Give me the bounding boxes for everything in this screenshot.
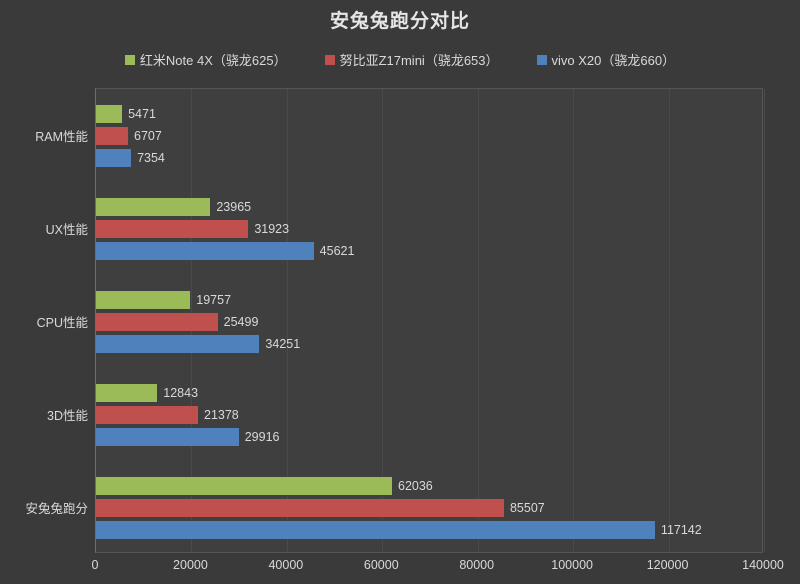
legend-item-label: 红米Note 4X（骁龙625） [139,53,287,68]
bar-row: 6707 [96,126,162,145]
bar[interactable] [96,520,655,539]
chart-title: 安兔兔跑分对比 [329,11,470,32]
legend-swatch-icon [124,54,135,65]
legend-item-label: 努比亚Z17mini（骁龙653） [339,53,499,68]
legend-swatch-icon [324,54,335,65]
bar[interactable] [96,290,191,309]
bar-value-label: 25499 [223,314,259,329]
gridline [764,89,765,552]
bar-value-label: 117142 [660,522,702,537]
bar-value-label: 85507 [509,500,545,515]
gridline [477,89,479,552]
bar-value-label: 31923 [254,221,290,236]
bar[interactable] [96,126,128,145]
legend-swatch-icon [536,54,547,65]
bar-row: 45621 [96,241,355,260]
category-axis: RAM性能 UX性能 CPU性能 3D性能安兔兔跑分 [0,88,88,553]
value-axis: 0 20000 40000 60000 80000 100000 120000 140000 [91,558,784,578]
bar-row: 5471 [96,104,156,123]
bar-row: 31923 [96,219,290,238]
gridline [573,89,575,552]
bar-row: 19757 [96,290,232,309]
category-axis-label: CPU性能 [36,315,88,330]
bar-row: 85507 [96,498,545,517]
bar-value-label: 34251 [265,336,301,351]
legend-item[interactable]: 红米Note 4X（骁龙625） [124,50,287,69]
gridline [382,89,384,552]
bar-row: 25499 [96,312,259,331]
value-axis-tick-label: 120000 [646,558,689,572]
bar[interactable] [96,334,260,353]
bar-value-label: 21378 [204,407,239,422]
gridline [286,89,288,552]
bar-row: 29916 [96,427,280,446]
bar-value-label: 12843 [163,385,199,400]
bar[interactable] [96,219,249,238]
plot-area: 5471 6707 7354 23965 31923 45621 19757 25499 342… [95,88,765,553]
bar-value-label: 45621 [319,243,355,258]
category-axis-label: 3D性能 [47,408,88,423]
bar-value-label: 19757 [196,292,232,307]
bar-value-label: 5471 [128,106,156,121]
bar-row: 12843 [96,383,199,402]
legend-item-label: vivo X20（骁龙660） [551,53,676,68]
value-axis-tick-label: 60000 [363,558,399,572]
bar-value-label: 6707 [134,128,162,143]
bar[interactable] [96,405,198,424]
value-axis-tick-label: 140000 [742,558,784,572]
gridline [668,89,670,552]
bar-value-label: 7354 [137,150,165,165]
bar[interactable] [96,197,211,216]
bar-row: 23965 [96,197,252,216]
bar[interactable] [96,476,392,495]
legend-item[interactable]: 努比亚Z17mini（骁龙653） [324,50,499,69]
bar-row: 62036 [96,476,433,495]
category-axis-label: 安兔兔跑分 [25,501,88,516]
value-axis-tick-label: 80000 [459,558,495,572]
bar[interactable] [96,383,158,402]
value-axis-tick-label: 20000 [173,558,208,572]
bar-row: 21378 [96,405,239,424]
category-axis-label: UX性能 [45,222,88,237]
value-axis-tick-label: 100000 [551,558,593,572]
value-axis-tick-label: 0 [91,558,99,572]
bar[interactable] [96,241,314,260]
bar-row: 117142 [96,520,702,539]
bar[interactable] [96,427,239,446]
value-axis-tick-label: 40000 [268,558,304,572]
bar[interactable] [96,498,504,517]
chart-legend: 红米Note 4X（骁龙625） 努比亚Z17mini（骁龙653） vivo X2… [0,50,800,69]
bar-row: 7354 [96,148,165,167]
bar[interactable] [96,104,123,123]
bar-row: 34251 [96,334,301,353]
bar[interactable] [96,312,218,331]
bar-value-label: 29916 [244,429,280,444]
bar-value-label: 23965 [216,199,252,214]
bar[interactable] [96,148,132,167]
legend-item[interactable]: vivo X20（骁龙660） [536,50,676,69]
category-axis-label: RAM性能 [35,129,88,144]
bar-value-label: 62036 [398,478,433,493]
